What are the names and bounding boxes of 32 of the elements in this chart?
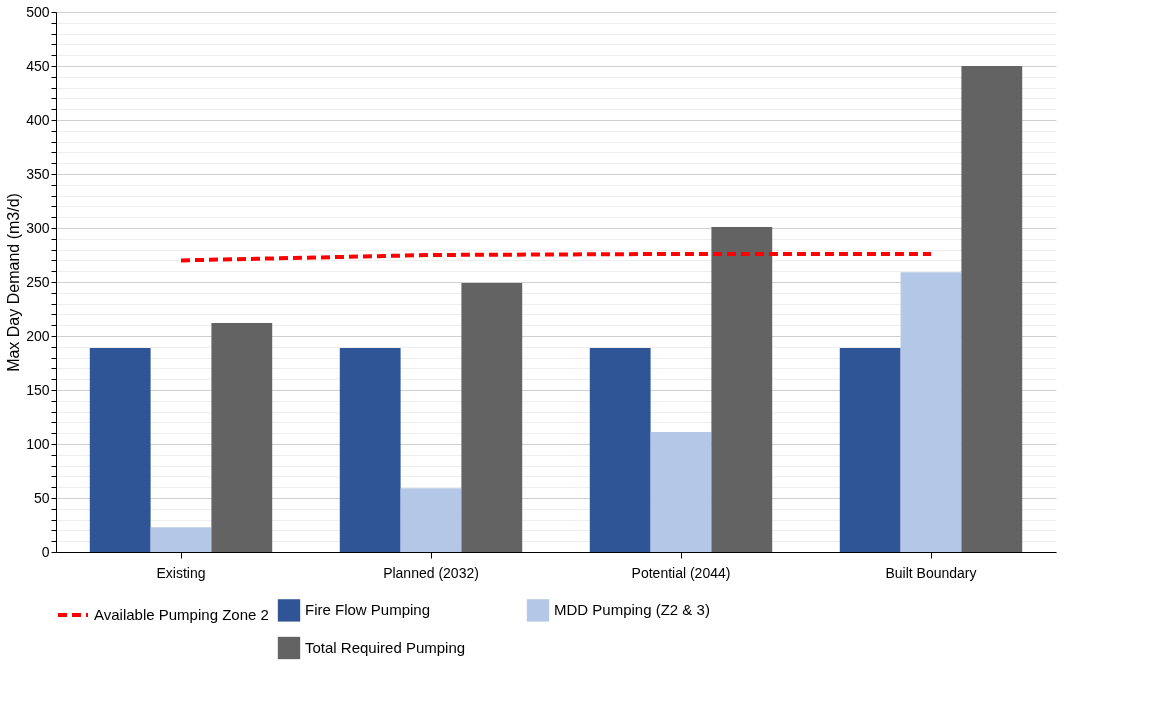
y-tick-label: 50 [33,489,50,506]
y-axis-title: Max Day Demand (m3/d) [5,193,23,372]
x-tick-label: Built Boundary [885,564,977,581]
bar [150,527,212,552]
y-tick-label: 350 [26,165,50,182]
bar [589,347,651,552]
legend-label: MDD Pumping (Z2 & 3) [554,601,710,619]
y-tick-label: 200 [26,327,50,344]
x-tick-label: Planned (2032) [383,564,479,581]
bar [650,432,712,552]
bar [339,347,401,552]
bar [89,347,151,552]
bar [839,347,901,552]
bar [961,66,1023,552]
bar [461,283,523,552]
y-tick-label: 150 [26,381,50,398]
bar [900,272,962,552]
x-tick-label: Potential (2044) [631,564,731,581]
legend-label: Fire Flow Pumping [305,601,431,619]
bar [211,323,273,552]
y-tick-label: 400 [26,111,50,128]
x-tick-label: Existing [156,564,206,581]
y-tick-label: 300 [26,219,50,236]
legend-label: Available Pumping Zone 2 [94,606,269,623]
legend-label: Total Required Pumping [305,639,466,656]
bar [400,488,462,552]
y-tick-label: 0 [41,543,50,560]
bar [711,226,773,552]
y-tick-label: 100 [26,435,50,452]
y-tick-label: 500 [26,3,50,20]
y-tick-label: 250 [26,273,50,290]
y-tick-label: 450 [26,57,50,74]
